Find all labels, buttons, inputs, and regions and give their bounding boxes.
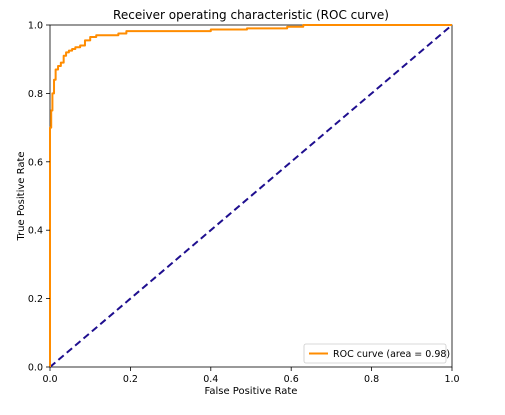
x-axis-label: False Positive Rate	[205, 386, 298, 397]
y-tick-label: 0.0	[28, 363, 43, 374]
x-tick-label: 0.6	[284, 374, 299, 385]
x-tick-label: 0.4	[203, 374, 218, 385]
y-tick-label: 0.6	[28, 157, 43, 168]
plot-area	[50, 25, 452, 367]
y-tick-label: 0.2	[28, 294, 43, 305]
y-tick-label: 0.4	[28, 226, 43, 237]
y-tick-label: 0.8	[28, 89, 43, 100]
y-axis-label: True Positive Rate	[16, 151, 27, 241]
x-tick-label: 0.2	[123, 374, 138, 385]
legend: ROC curve (area = 0.98)	[304, 344, 450, 363]
x-tick-label: 1.0	[444, 374, 459, 385]
chart-title: Receiver operating characteristic (ROC c…	[113, 8, 389, 22]
x-tick-label: 0.0	[42, 374, 57, 385]
y-axis: 0.0 0.2 0.4 0.6 0.8 1.0	[28, 21, 50, 374]
legend-label: ROC curve (area = 0.98)	[333, 349, 450, 360]
y-tick-label: 1.0	[28, 21, 43, 32]
x-axis: 0.0 0.2 0.4 0.6 0.8 1.0	[42, 367, 459, 385]
x-tick-label: 0.8	[364, 374, 379, 385]
